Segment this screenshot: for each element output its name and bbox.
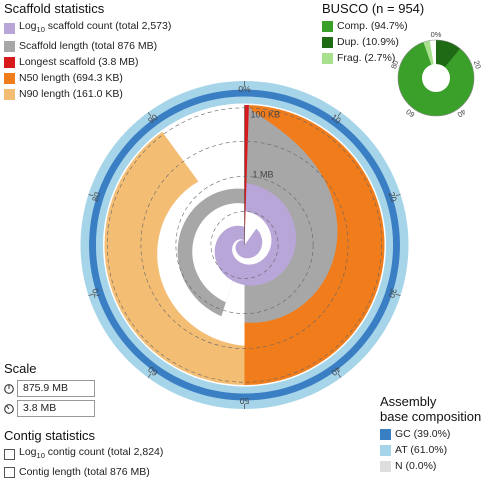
radial-label-1mb: 1 MB (253, 170, 274, 180)
legend-scaffold-length-label: Scaffold length (total 876 MB) (19, 40, 158, 53)
legend-n50-length: N50 length (694.3 KB) (4, 70, 171, 86)
legend-longest-scaffold-swatch (4, 56, 15, 68)
legend-contig-length-swatch (4, 466, 15, 478)
legend-log-scaffold-count-swatch (4, 22, 15, 34)
legend-busco-complete-swatch (322, 20, 333, 32)
outer-tick-2: 20 (387, 191, 400, 203)
busco-fragmented-slice (423, 40, 434, 65)
scale-title: Scale (4, 361, 37, 376)
legend-at: AT (61.0%) (380, 442, 450, 458)
composition-legend-title: Assembly base composition (380, 394, 481, 424)
outer-tick-mark-7 (88, 293, 94, 297)
full-circle-clock-icon (4, 383, 14, 394)
outer-tick-mark-4 (337, 373, 342, 378)
legend-busco-fragmented: Frag. (2.7%) (322, 50, 408, 66)
legend-n-label: N (0.0%) (395, 460, 437, 472)
outer-tick-mark-3 (395, 293, 401, 297)
legend-contig-length: Contig length (total 876 MB) (4, 464, 163, 480)
legend-n90-length: N90 length (161.0 KB) (4, 86, 171, 102)
outer-tick-mark-8 (88, 193, 94, 197)
legend-n90-length-label: N90 length (161.0 KB) (19, 88, 123, 101)
legend-n-swatch (380, 460, 391, 472)
scaffold-count-inner (235, 228, 263, 259)
legend-contig-length-label: Contig length (total 876 MB) (19, 466, 150, 479)
busco-complete-slice (398, 40, 474, 116)
outer-tick-0: 0% (238, 84, 251, 94)
scale-ring-inner (210, 211, 279, 279)
busco-tick-4: 80 (389, 59, 400, 70)
scale-full-circle-value: 875.9 MB (17, 380, 95, 397)
legend-n50-length-swatch (4, 72, 15, 84)
outer-tick-7: 70 (90, 287, 103, 299)
outer-tick-5: 50 (240, 396, 250, 406)
busco-title: BUSCO (n = 954) (322, 1, 425, 16)
legend-busco-duplicated-label: Dup. (10.9%) (337, 36, 399, 48)
legend-gc: GC (39.0%) (380, 426, 450, 442)
outer-tick-3: 30 (387, 287, 400, 299)
outer-tick-mark-1 (337, 112, 342, 117)
legend-log-contig-count-swatch (4, 448, 15, 460)
scale-full-circle: 875.9 MB (4, 380, 95, 397)
scale-radial-value: 3.8 MB (17, 400, 95, 417)
legend-busco-fragmented-label: Frag. (2.7%) (337, 52, 396, 64)
busco-outline (397, 39, 475, 117)
outer-tick-mark-9 (147, 112, 152, 117)
longest-scaffold-spike (244, 105, 249, 245)
legend-busco-complete: Comp. (94.7%) (322, 18, 408, 34)
composition-legend: GC (39.0%) AT (61.0%) N (0.0%) (380, 426, 450, 474)
scale-radial: 3.8 MB (4, 400, 95, 417)
legend-scaffold-length-swatch (4, 40, 15, 52)
composition-title-line1: Assembly (380, 394, 437, 409)
legend-log-contig-count: Log10 contig count (total 2,824) (4, 444, 163, 464)
legend-longest-scaffold: Longest scaffold (3.8 MB) (4, 54, 171, 70)
busco-legend: Comp. (94.7%) Dup. (10.9%) Frag. (2.7%) (322, 18, 408, 66)
busco-duplicated-slice (436, 40, 461, 68)
legend-n50-length-label: N50 length (694.3 KB) (19, 72, 123, 85)
scaffold-legend: Log10 scaffold count (total 2,573) Scaffo… (4, 18, 171, 102)
contig-legend-title: Contig statistics (4, 428, 96, 443)
radial-label-100kb: 100 KB (251, 109, 281, 119)
legend-at-swatch (380, 444, 391, 456)
legend-at-label: AT (61.0%) (395, 444, 448, 456)
contig-legend: Log10 contig count (total 2,824) Contig l… (4, 444, 163, 480)
legend-n: N (0.0%) (380, 458, 450, 474)
legend-busco-duplicated: Dup. (10.9%) (322, 34, 408, 50)
legend-scaffold-length: Scaffold length (total 876 MB) (4, 38, 171, 54)
outer-tick-mark-2 (395, 193, 401, 197)
busco-missing-slice (429, 40, 436, 65)
legend-log-contig-count-label: Log10 contig count (total 2,824) (19, 446, 164, 461)
legend-busco-fragmented-swatch (322, 52, 333, 64)
legend-n90-length-swatch (4, 88, 15, 100)
legend-longest-scaffold-label: Longest scaffold (3.8 MB) (19, 56, 139, 69)
scale-ring-100kb (140, 141, 349, 349)
scaffold-legend-title: Scaffold statistics (4, 1, 105, 16)
legend-gc-swatch (380, 428, 391, 440)
busco-tick-0: 0% (431, 30, 442, 39)
legend-busco-complete-label: Comp. (94.7%) (337, 20, 408, 32)
radius-clock-icon (4, 403, 14, 414)
composition-title-line2: base composition (380, 409, 482, 424)
legend-log-scaffold-count-label: Log10 scaffold count (total 2,573) (19, 20, 172, 35)
legend-log-scaffold-count: Log10 scaffold count (total 2,573) (4, 18, 171, 38)
legend-gc-label: GC (39.0%) (395, 428, 451, 440)
outer-tick-8: 80 (90, 190, 103, 202)
legend-busco-duplicated-swatch (322, 36, 333, 48)
busco-tick-1: 20 (472, 59, 483, 70)
outer-tick-mark-6 (147, 373, 152, 378)
